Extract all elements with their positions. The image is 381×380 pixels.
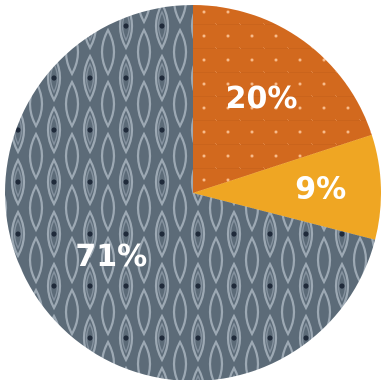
pie-slice-20 — [193, 5, 372, 193]
slice-label-71: 71% — [75, 239, 147, 274]
pie-slice-9 — [193, 134, 381, 240]
slice-label-9: 9% — [295, 171, 346, 206]
slice-label-20: 20% — [226, 81, 298, 116]
pie-slice-71 — [5, 5, 376, 380]
